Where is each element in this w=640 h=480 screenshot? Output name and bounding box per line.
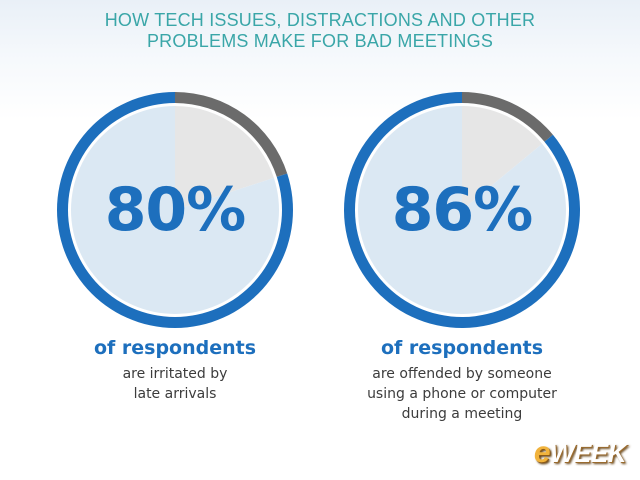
fill-remainder-phone-use: [462, 106, 543, 210]
page-title: HOW TECH ISSUES, DISTRACTIONS AND OTHER …: [0, 10, 640, 52]
fill-value-phone-use: [358, 106, 566, 314]
logo-week: WEEK: [550, 438, 627, 468]
ring-remainder-late-arrivals: [175, 92, 288, 177]
donut-chart-late-arrivals: [57, 92, 294, 329]
fill-value-late-arrivals: [71, 106, 279, 314]
respondents-heading-phone-use: of respondents: [380, 337, 544, 359]
percent-label-late-arrivals: 80%: [104, 175, 247, 245]
description-line: late arrivals: [133, 386, 217, 402]
description-line: during a meeting: [401, 406, 523, 422]
fill-remainder-late-arrivals: [175, 106, 274, 210]
logo-e: e: [533, 436, 551, 469]
donut-chart-phone-use: [344, 92, 580, 328]
ring-remainder-phone-use: [462, 92, 553, 142]
title-line-2: PROBLEMS MAKE FOR BAD MEETINGS: [146, 31, 494, 51]
description-phone-use: are offended by someone using a phone or…: [322, 364, 602, 424]
description-late-arrivals: are irritated by late arrivals: [35, 364, 315, 404]
respondents-heading-late-arrivals: of respondents: [93, 337, 257, 359]
title-line-1: HOW TECH ISSUES, DISTRACTIONS AND OTHER: [104, 10, 536, 30]
description-line: are irritated by: [122, 366, 228, 382]
percent-label-phone-use: 86%: [391, 175, 534, 245]
eweek-logo: eWEEK: [533, 436, 627, 470]
description-line: are offended by someone: [372, 366, 552, 382]
description-line: using a phone or computer: [367, 386, 557, 402]
